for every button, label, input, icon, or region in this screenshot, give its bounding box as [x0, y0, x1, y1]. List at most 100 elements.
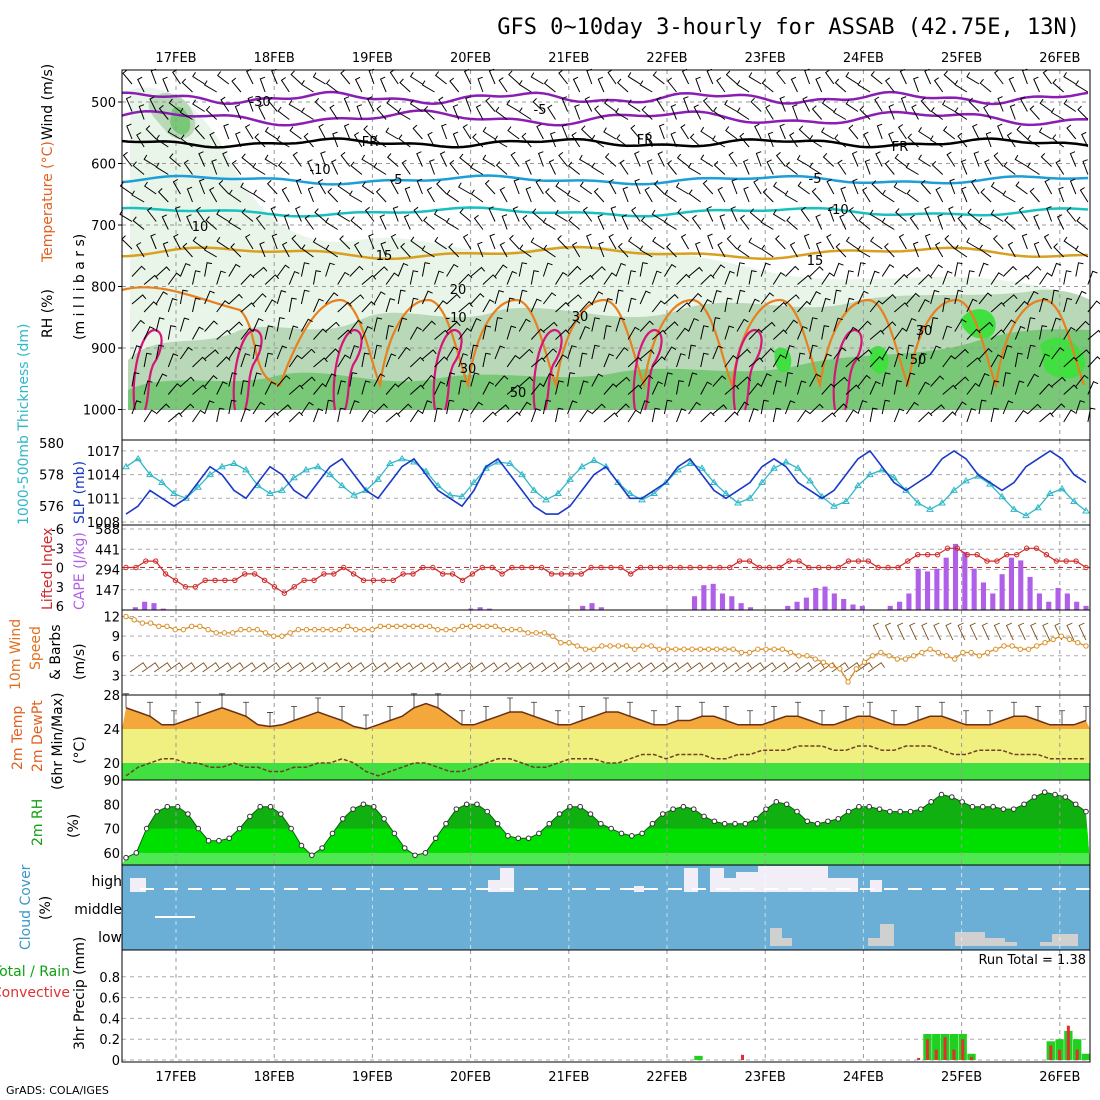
li-point [222, 577, 228, 584]
cloud-high-block-7 [758, 866, 828, 892]
upper-wind-barb [857, 262, 866, 277]
li-point [568, 571, 575, 577]
upper-wind-barb [888, 104, 895, 120]
thickness-point [398, 454, 406, 462]
temp-area [122, 703, 1090, 729]
upper-wind-barb [641, 105, 653, 120]
upper-wind-barb [340, 69, 351, 85]
upper-wind-barb [857, 374, 871, 387]
upper-wind-barb [954, 401, 967, 415]
upper-wind-barb [1039, 297, 1049, 313]
upper-wind-barb [639, 290, 651, 305]
wind10-barb [516, 662, 535, 673]
upper-wind-barb [1002, 190, 1016, 203]
wind-speed-point [336, 626, 343, 633]
li-point [360, 577, 367, 584]
upper-wind-barb [312, 237, 326, 250]
rh2m-point [959, 799, 965, 805]
upper-wind-barb [857, 245, 871, 258]
rh2m-point [412, 852, 418, 859]
upper-wind-barb [1063, 326, 1076, 340]
upper-wind-barb [616, 78, 629, 93]
upper-wind-barb [465, 96, 472, 112]
upper-wind-barb [918, 154, 931, 167]
upper-wind-barb [984, 159, 992, 175]
upper-wind-barb [881, 217, 895, 230]
upper-wind-barb [192, 99, 205, 112]
upper-wind-barb [530, 237, 544, 250]
wind10-barb [613, 662, 631, 673]
rh2m-point [639, 830, 645, 837]
thickness-point [758, 478, 766, 485]
cloud-high-trace [932, 888, 946, 890]
upper-wind-barb [826, 233, 835, 250]
upper-wind-barb [748, 237, 762, 250]
upper-wind-barb [1066, 124, 1077, 140]
wind10-barb [1030, 622, 1038, 641]
upper-wind-barb [700, 381, 712, 395]
upper-wind-barb [349, 345, 360, 360]
thickness-point [638, 495, 646, 503]
upper-wind-barb [1014, 380, 1025, 395]
cloud-high-trace [572, 888, 586, 890]
wind-ylabel-3: & Barbs [48, 625, 64, 681]
upper-wind-barb [990, 272, 1004, 285]
upper-wind-barb [930, 317, 939, 332]
upper-wind-barb [422, 320, 436, 332]
upper-wind-barb [436, 180, 447, 195]
cloud-high-trace [860, 888, 874, 890]
upper-wind-barb [325, 79, 339, 93]
cape-ytick-right-441: 441 [95, 543, 120, 558]
wind-speed-point [369, 626, 375, 633]
upper-wind-barb [131, 190, 145, 203]
upper-wind-barb [240, 302, 256, 313]
upper-wind-barb [137, 76, 145, 93]
upper-wind-barb [180, 134, 193, 148]
upper-wind-barb [753, 179, 762, 195]
li-point [895, 564, 901, 571]
upper-wind-barb [725, 126, 738, 140]
upper-wind-barb [209, 186, 218, 203]
upper-wind-barb [537, 151, 544, 167]
upper-wind-barb [724, 297, 733, 313]
upper-wind-barb [167, 325, 176, 340]
li-point [687, 564, 693, 571]
upper-wind-barb [693, 104, 702, 120]
upper-wind-barb [615, 403, 630, 415]
upper-wind-barb [1075, 400, 1086, 415]
temp-minmax-bar [1011, 701, 1017, 717]
upper-wind-barb [216, 407, 225, 423]
wind10-barb [383, 662, 401, 673]
wind-speed-point [820, 659, 827, 666]
upper-wind-barb [361, 409, 375, 423]
upper-wind-barb [397, 262, 409, 277]
upper-wind-barb [1069, 178, 1077, 195]
upper-wind-barb [833, 262, 844, 277]
upper-wind-barb [488, 206, 496, 222]
upper-wind-barb [893, 327, 907, 340]
upper-wind-barb [211, 159, 218, 175]
wind10-barb [921, 622, 930, 641]
wind-ytick-9: 9 [112, 630, 120, 645]
upper-wind-barb [446, 217, 459, 230]
upper-wind-barb [579, 325, 590, 340]
upper-wind-barb [270, 206, 278, 222]
upper-wind-barb [195, 206, 206, 222]
upper-wind-barb [1039, 325, 1048, 340]
thickness-point [1058, 484, 1066, 492]
upper-wind-barb [494, 345, 505, 360]
upper-wind-barb [228, 217, 242, 230]
upper-wind-barb [809, 266, 824, 277]
temp-minmax-bar [723, 706, 729, 721]
upper-wind-barb [558, 152, 568, 167]
upper-wind-barb [871, 180, 883, 195]
wind-speed-point [394, 623, 400, 630]
upper-wind-barb [736, 289, 746, 305]
upper-wind-barb [993, 69, 1004, 85]
thickness-point [626, 489, 634, 497]
rh2m-point [443, 820, 449, 827]
upper-wind-barb [603, 412, 619, 423]
upper-wind-barb [567, 345, 577, 360]
upper-wind-barb [555, 407, 564, 423]
